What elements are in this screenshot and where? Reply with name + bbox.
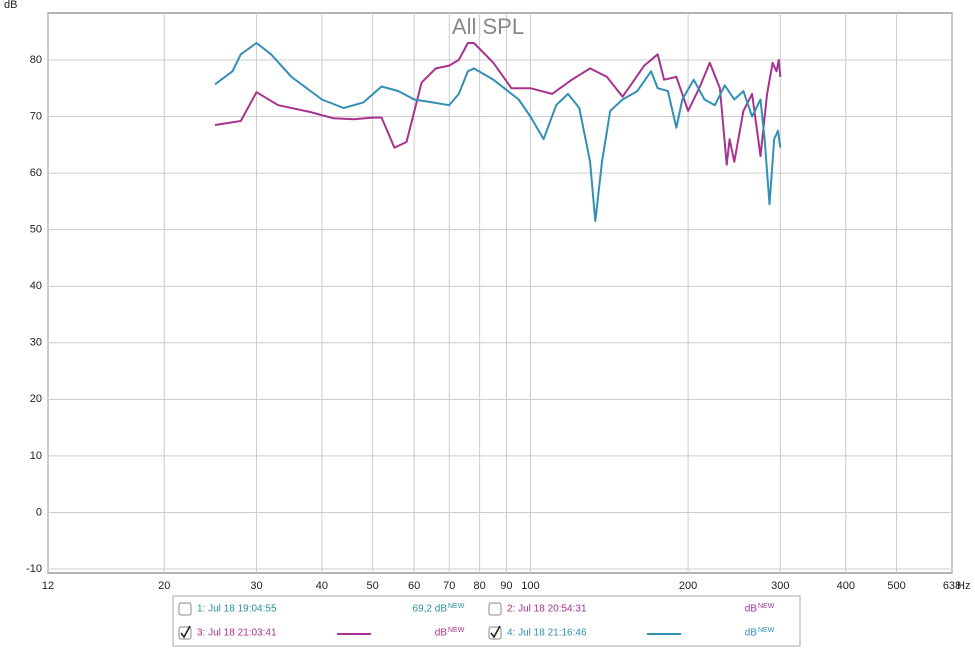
x-tick-label: 300: [771, 580, 789, 592]
legend-readout: dB: [745, 604, 758, 615]
legend-label: 4: Jul 18 21:16:46: [507, 628, 587, 639]
series-line: [214, 42, 782, 223]
legend-readout: 69,2 dB: [413, 604, 448, 615]
x-tick-label: 100: [521, 580, 539, 592]
legend-badge: NEW: [758, 603, 775, 610]
x-tick-label: 12: [42, 580, 54, 592]
x-tick-label: 638: [943, 580, 961, 592]
series-line: [214, 42, 782, 166]
y-tick-label: 20: [30, 393, 42, 405]
legend-checkbox[interactable]: [488, 602, 502, 616]
y-tick-label: 10: [30, 450, 42, 462]
x-tick-label: 60: [408, 580, 420, 592]
legend-label: 3: Jul 18 21:03:41: [197, 628, 277, 639]
x-tick-label: 200: [679, 580, 697, 592]
legend-badge: NEW: [448, 627, 465, 634]
x-tick-label: 50: [367, 580, 379, 592]
x-tick-label: 80: [473, 580, 485, 592]
y-tick-label: 0: [36, 506, 42, 518]
x-tick-label: 70: [443, 580, 455, 592]
legend-readout: dB: [745, 628, 758, 639]
checkmark: [180, 625, 191, 639]
y-tick-label: 50: [30, 224, 42, 236]
grid: [47, 13, 953, 573]
legend-badge: NEW: [448, 603, 465, 610]
x-tick-label: 40: [316, 580, 328, 592]
x-tick-label: 90: [500, 580, 512, 592]
x-tick-label: 400: [837, 580, 855, 592]
y-axis-label: dB: [4, 0, 17, 11]
plot-frame: [47, 12, 953, 574]
legend-readout: dB: [435, 628, 448, 639]
legend-label: 1: Jul 18 19:04:55: [197, 604, 277, 615]
chart-title: All SPL: [452, 14, 524, 39]
x-tick-label: 500: [887, 580, 905, 592]
x-tick-label: 30: [250, 580, 262, 592]
legend: [172, 595, 801, 647]
x-tick-label: 20: [158, 580, 170, 592]
legend-badge: NEW: [758, 627, 775, 634]
y-tick-label: 70: [30, 110, 42, 122]
checkmark: [490, 625, 501, 639]
y-tick-label: 30: [30, 337, 42, 349]
y-tick-label: 80: [30, 54, 42, 66]
y-tick-label: 60: [30, 167, 42, 179]
legend-checkbox[interactable]: [178, 602, 192, 616]
y-tick-label: 40: [30, 280, 42, 292]
y-tick-label: -10: [26, 563, 42, 575]
x-axis-label: Hz: [957, 580, 970, 592]
lines: [214, 42, 782, 223]
legend-label: 2: Jul 18 20:54:31: [507, 604, 587, 615]
